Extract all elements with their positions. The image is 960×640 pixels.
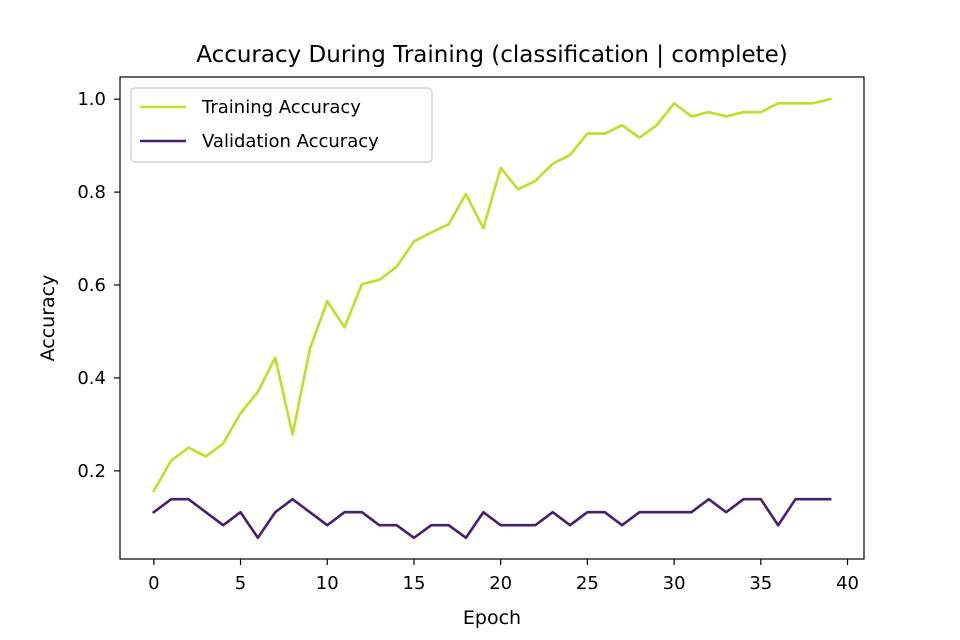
y-tick-label: 0.4: [77, 368, 106, 389]
x-tick-label: 15: [403, 573, 426, 594]
y-tick-label: 0.6: [77, 275, 106, 296]
y-tick-label: 1.0: [77, 89, 106, 110]
series-line-0: [152, 97, 832, 493]
legend: Training Accuracy Validation Accuracy: [130, 87, 433, 163]
y-tick-label: 0.2: [77, 461, 106, 482]
x-tick-label: 30: [663, 573, 686, 594]
x-tick-label: 0: [148, 573, 159, 594]
x-tick-label: 35: [749, 573, 772, 594]
x-axis-label: Epoch: [463, 607, 521, 629]
x-axis: 0 5 10 15 20 25 30 35 40: [148, 559, 859, 594]
x-tick-label: 40: [836, 573, 859, 594]
x-tick-label: 20: [489, 573, 512, 594]
y-axis: 0.2 0.4 0.6 0.8 1.0: [77, 89, 120, 482]
legend-label-0: Training Accuracy: [201, 97, 361, 118]
y-axis-label: Accuracy: [37, 275, 59, 362]
y-tick-label: 0.8: [77, 182, 106, 203]
legend-box: [130, 87, 433, 163]
series-line-1: [151, 497, 832, 540]
x-tick-label: 5: [235, 573, 246, 594]
chart-title: Accuracy During Training (classification…: [196, 42, 788, 68]
legend-label-1: Validation Accuracy: [202, 131, 379, 152]
x-tick-label: 10: [316, 573, 339, 594]
series-layer: [151, 97, 832, 540]
plot-frame: [119, 76, 865, 560]
x-tick-label: 25: [576, 573, 599, 594]
